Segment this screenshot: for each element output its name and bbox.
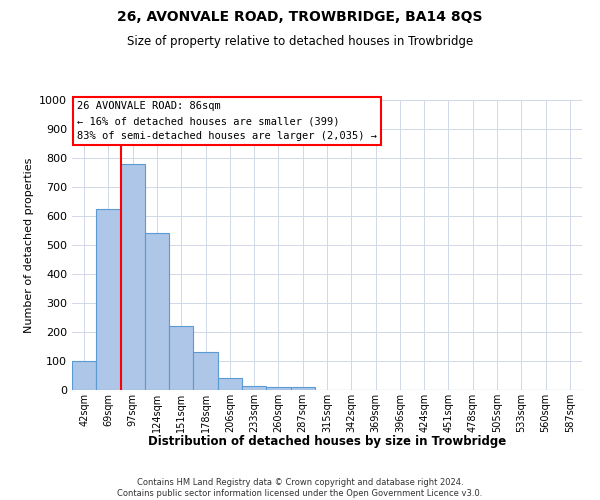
Text: Contains HM Land Registry data © Crown copyright and database right 2024.
Contai: Contains HM Land Registry data © Crown c… bbox=[118, 478, 482, 498]
Bar bbox=[96, 209, 121, 390]
Bar bbox=[266, 387, 290, 390]
Text: Size of property relative to detached houses in Trowbridge: Size of property relative to detached ho… bbox=[127, 35, 473, 48]
Bar bbox=[218, 378, 242, 390]
Y-axis label: Number of detached properties: Number of detached properties bbox=[23, 158, 34, 332]
Bar bbox=[72, 361, 96, 390]
Text: 26 AVONVALE ROAD: 86sqm
← 16% of detached houses are smaller (399)
83% of semi-d: 26 AVONVALE ROAD: 86sqm ← 16% of detache… bbox=[77, 102, 377, 141]
Bar bbox=[193, 352, 218, 390]
Bar bbox=[242, 386, 266, 390]
Bar bbox=[169, 326, 193, 390]
Bar bbox=[121, 164, 145, 390]
Bar bbox=[145, 234, 169, 390]
Text: Distribution of detached houses by size in Trowbridge: Distribution of detached houses by size … bbox=[148, 435, 506, 448]
Text: 26, AVONVALE ROAD, TROWBRIDGE, BA14 8QS: 26, AVONVALE ROAD, TROWBRIDGE, BA14 8QS bbox=[117, 10, 483, 24]
Bar bbox=[290, 387, 315, 390]
